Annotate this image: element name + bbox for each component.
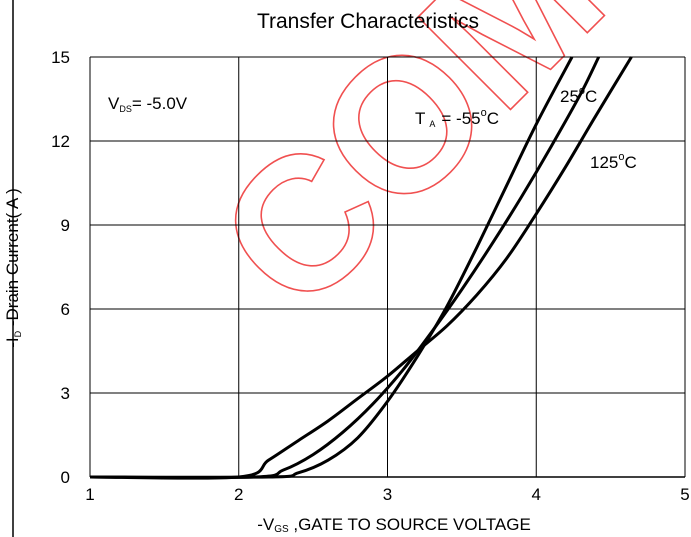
x-tick-label: 3: [383, 485, 392, 504]
y-tick-labels: 0 3 6 9 12 15: [51, 48, 70, 487]
chart-title: Transfer Characteristics: [257, 10, 479, 33]
y-tick-label: 6: [61, 300, 70, 319]
x-tick-label: 4: [532, 485, 541, 504]
y-axis-label: -ID -Drain Current( A ): [3, 188, 23, 348]
watermark: COM: [179, 0, 642, 349]
curves: [89, 56, 633, 480]
series-label-minus55c: T A = -55oC: [415, 107, 499, 129]
series-line-0: [89, 56, 574, 479]
x-tick-label: 2: [234, 485, 243, 504]
y-tick-label: 3: [61, 384, 70, 403]
svg-text:-ID -Drain Current( A ): -ID -Drain Current( A ): [3, 188, 23, 348]
x-axis-label: -VGS ,GATE TO SOURCE VOLTAGE: [257, 515, 531, 535]
y-tick-label: 0: [61, 468, 70, 487]
y-tick-label: 9: [61, 216, 70, 235]
series-line-2: [89, 56, 633, 480]
series-label-125c: 125oC: [590, 151, 637, 172]
vds-condition-label: VDS= -5.0V: [108, 94, 188, 114]
x-tick-labels: 1 2 3 4 5: [85, 485, 689, 504]
x-tick-label: 1: [85, 485, 94, 504]
series-label-25c: 25oC: [560, 85, 597, 106]
x-tick-label: 5: [680, 485, 689, 504]
y-tick-label: 15: [51, 48, 70, 67]
series-line-1: [89, 56, 601, 480]
y-tick-label: 12: [51, 132, 70, 151]
